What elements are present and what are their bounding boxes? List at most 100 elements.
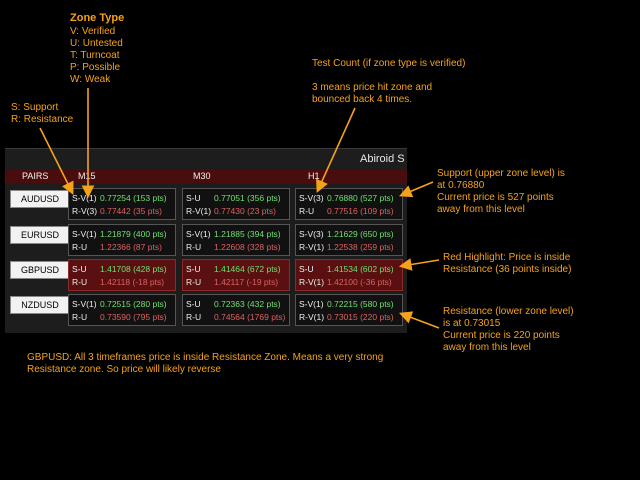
- resistance-row: R-V(1) 0.77430 (23 pts): [186, 206, 276, 216]
- support-row: S-V(1) 0.72515 (280 pts): [72, 299, 167, 309]
- arrow-support-resistance: [39, 127, 74, 195]
- red-highlight-note: Red Highlight: Price is inside Resistanc…: [443, 252, 572, 275]
- support-row: S-V(1) 0.72215 (580 pts): [299, 299, 394, 309]
- zone-type-label: S-U: [72, 264, 87, 274]
- zone-type-legend: V: Verified U: Untested T: Turncoat P: P…: [70, 26, 123, 85]
- zone-value: 1.42118 (-18 pts): [100, 277, 165, 287]
- zone-value: 1.41534 (602 pts): [327, 264, 394, 274]
- resistance-row: R-U 0.74564 (1769 pts): [186, 312, 285, 322]
- support-row: S-V(1) 1.21885 (394 pts): [186, 229, 281, 239]
- zone-type-label: S-V(1): [72, 229, 97, 239]
- arrow-red-highlight: [398, 258, 440, 271]
- zone-type-title: Zone Type: [70, 12, 125, 24]
- zone-type-label: R-U: [186, 242, 202, 252]
- zone-value: 1.22366 (87 pts): [100, 242, 162, 252]
- zone-type-label: R-U: [299, 206, 315, 216]
- zone-cell: S-U 0.77051 (356 pts) R-V(1) 0.77430 (23 pt…: [182, 188, 290, 220]
- zone-value: 0.72363 (432 pts): [214, 299, 281, 309]
- zone-type-label: R-V(3): [72, 206, 98, 216]
- resistance-row: R-V(3) 0.77442 (35 pts): [72, 206, 162, 216]
- zone-value: 1.21885 (394 pts): [214, 229, 281, 239]
- zone-cell: S-V(1) 1.21879 (400 pts) R-U 1.22366 (87 pt…: [68, 224, 176, 256]
- resistance-row: R-U 1.42118 (-18 pts): [72, 277, 164, 287]
- zone-value: 0.74564 (1769 pts): [214, 312, 286, 322]
- support-row: S-U 1.41464 (672 pts): [186, 264, 281, 274]
- zone-value: 1.22608 (328 pts): [214, 242, 281, 252]
- resistance-note: Resistance (lower zone level) is at 0.73…: [443, 306, 574, 353]
- zone-cell: S-V(3) 1.21629 (650 pts) R-V(1) 1.22538 (25…: [295, 224, 403, 256]
- gbpusd-note: GBPUSD: All 3 timeframes price is inside…: [27, 352, 384, 375]
- zone-type-label: S-V(3): [299, 229, 324, 239]
- resistance-row: R-U 0.73590 (795 pts): [72, 312, 167, 322]
- support-resistance-legend: S: Support R: Resistance: [11, 102, 74, 125]
- zone-type-label: R-V(1): [299, 242, 325, 252]
- zone-value: 0.77442 (35 pts): [100, 206, 162, 216]
- zone-type-label: S-U: [186, 299, 201, 309]
- zone-type-label: S-U: [299, 264, 314, 274]
- support-row: S-U 1.41708 (428 pts): [72, 264, 167, 274]
- arrow-support: [399, 181, 434, 198]
- zone-type-label: R-U: [72, 242, 88, 252]
- zone-type-label: S-V(1): [299, 299, 324, 309]
- arrow-resistance: [399, 311, 440, 329]
- pair-button-audusd[interactable]: AUDUSD: [10, 190, 70, 208]
- zone-value: 0.77516 (109 pts): [327, 206, 394, 216]
- zone-type-label: R-V(1): [299, 312, 325, 322]
- zone-value: 0.73015 (220 pts): [327, 312, 394, 322]
- zone-cell: S-U 0.72363 (432 pts) R-U 0.74564 (1769 pts…: [182, 294, 290, 326]
- test-count-note: Test Count (if zone type is verified) 3 …: [312, 58, 466, 105]
- resistance-row: R-U 1.42117 (-19 pts): [186, 277, 278, 287]
- support-row: S-U 0.77051 (356 pts): [186, 193, 281, 203]
- zone-type-label: S-V(1): [186, 229, 211, 239]
- zone-value: 0.77430 (23 pts): [214, 206, 276, 216]
- zone-value: 0.77254 (153 pts): [100, 193, 167, 203]
- support-row: S-U 1.41534 (602 pts): [299, 264, 394, 274]
- resistance-row: R-V(1) 0.73015 (220 pts): [299, 312, 394, 322]
- zone-type-label: R-V(1): [299, 277, 325, 287]
- support-note: Support (upper zone level) is at 0.76880…: [437, 168, 565, 215]
- zone-cell: S-V(3) 0.76880 (527 pts) R-U 0.77516 (109 p…: [295, 188, 403, 220]
- header-pairs: PAIRS: [22, 171, 49, 181]
- zone-type-label: S-V(1): [72, 299, 97, 309]
- zone-cell: S-V(1) 0.72215 (580 pts) R-V(1) 0.73015 (22…: [295, 294, 403, 326]
- zone-type-label: R-U: [72, 277, 88, 287]
- zone-type-label: S-U: [186, 193, 201, 203]
- zone-cell: S-U 1.41464 (672 pts) R-U 1.42117 (-19 pts): [182, 259, 290, 291]
- zone-cell: S-U 1.41534 (602 pts) R-V(1) 1.42100 (-36 p…: [295, 259, 403, 291]
- zone-type-label: R-U: [72, 312, 88, 322]
- header-m15: M15: [78, 171, 96, 181]
- header-h1: H1: [308, 171, 320, 181]
- zone-value: 0.73590 (795 pts): [100, 312, 167, 322]
- zone-value: 1.22538 (259 pts): [327, 242, 394, 252]
- resistance-row: R-U 1.22608 (328 pts): [186, 242, 281, 252]
- resistance-row: R-U 1.22366 (87 pts): [72, 242, 162, 252]
- zone-value: 1.41464 (672 pts): [214, 264, 281, 274]
- pair-button-nzdusd[interactable]: NZDUSD: [10, 296, 70, 314]
- zone-value: 1.21629 (650 pts): [327, 229, 394, 239]
- header-bar: [5, 170, 407, 183]
- zone-value: 0.76880 (527 pts): [327, 193, 394, 203]
- zone-type-label: R-U: [186, 277, 202, 287]
- zone-type-label: R-U: [186, 312, 202, 322]
- zone-value: 1.41708 (428 pts): [100, 264, 167, 274]
- zone-cell: S-U 1.41708 (428 pts) R-U 1.42118 (-18 pts): [68, 259, 176, 291]
- zone-cell: S-V(1) 1.21885 (394 pts) R-U 1.22608 (328 p…: [182, 224, 290, 256]
- zone-value: 1.42117 (-19 pts): [214, 277, 279, 287]
- zone-type-label: S-U: [186, 264, 201, 274]
- zone-value: 0.77051 (356 pts): [214, 193, 281, 203]
- resistance-row: R-U 0.77516 (109 pts): [299, 206, 394, 216]
- zone-type-label: S-V(3): [299, 193, 324, 203]
- support-row: S-V(3) 0.76880 (527 pts): [299, 193, 394, 203]
- zone-type-label: R-V(1): [186, 206, 212, 216]
- zone-value: 1.21879 (400 pts): [100, 229, 167, 239]
- zone-value: 0.72215 (580 pts): [327, 299, 394, 309]
- zone-value: 0.72515 (280 pts): [100, 299, 167, 309]
- arrow-test-count: [316, 107, 356, 193]
- support-row: S-V(1) 1.21879 (400 pts): [72, 229, 167, 239]
- panel-title: Abiroid S: [360, 153, 405, 165]
- zone-value: 1.42100 (-36 pts): [327, 277, 392, 287]
- zone-cell: S-V(1) 0.72515 (280 pts) R-U 0.73590 (795 p…: [68, 294, 176, 326]
- resistance-row: R-V(1) 1.42100 (-36 pts): [299, 277, 392, 287]
- support-row: S-V(3) 1.21629 (650 pts): [299, 229, 394, 239]
